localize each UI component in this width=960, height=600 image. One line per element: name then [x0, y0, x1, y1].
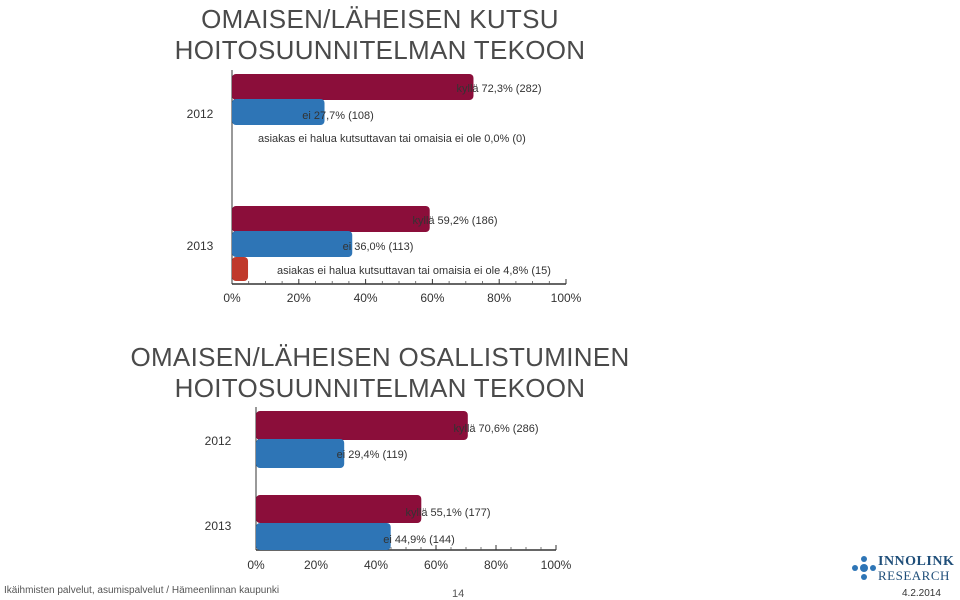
- chart1-group-label-2012: 2012: [187, 107, 214, 121]
- chart2-group-label-2013: 2013: [205, 519, 232, 533]
- chart1-tick-label: 40%: [354, 291, 378, 305]
- chart2-group-label-2012: 2012: [205, 434, 232, 448]
- chart2-tick-label: 80%: [484, 558, 508, 572]
- chart1-bar-2013-2: [232, 231, 353, 257]
- chart2-data-label-2013-2: ei 44,9% (144): [383, 534, 455, 546]
- chart2-tick-label: 40%: [364, 558, 388, 572]
- chart1-data-label-2012-1: kyllä 72,3% (282): [457, 83, 542, 95]
- logo-mark-icon: [852, 556, 876, 580]
- chart1-title-line1: OMAISEN/LÄHEISEN KUTSU: [201, 4, 559, 34]
- chart1-data-label-2012-3: asiakas ei halua kutsuttavan tai omaisia…: [258, 133, 526, 145]
- chart2-tick-label: 0%: [247, 558, 265, 572]
- chart2-bar-2012-1: [256, 411, 468, 440]
- footer-date: 4.2.2014: [902, 588, 941, 599]
- chart2-title-line2: HOITOSUUNNITELMAN TEKOON: [174, 373, 586, 403]
- chart2-tick-label: 100%: [541, 558, 572, 572]
- chart1-bar-2012-1: [232, 74, 474, 100]
- chart2-data-label-2012-1: kyllä 70,6% (286): [454, 423, 539, 435]
- chart1-group-label-2013: 2013: [187, 239, 214, 253]
- chart2-bar-2013-1: [256, 495, 422, 523]
- chart1-data-label-2013-2: ei 36,0% (113): [343, 241, 414, 253]
- chart1-tick-label: 80%: [487, 291, 511, 305]
- footer-source-text: Ikäihmisten palvelut, asumispalvelut / H…: [4, 585, 280, 596]
- chart1-tick-label: 60%: [420, 291, 444, 305]
- chart2-title-line1: OMAISEN/LÄHEISEN OSALLISTUMINEN: [130, 342, 630, 372]
- chart1-bar-2012-2: [232, 99, 325, 125]
- chart1-title-line2: HOITOSUUNNITELMAN TEKOON: [174, 35, 586, 65]
- chart1-tick-label: 100%: [551, 291, 582, 305]
- chart1-data-label-2012-2: ei 27,7% (108): [302, 110, 374, 122]
- logo-line2: RESEARCH: [878, 568, 950, 583]
- chart2-data-label-2013-1: kyllä 55,1% (177): [406, 507, 491, 519]
- chart1-tick-label: 0%: [223, 291, 241, 305]
- chart2-bar-2013-2: [256, 523, 391, 550]
- chart1-data-label-2013-1: kyllä 59,2% (186): [413, 215, 498, 227]
- logo-line1: INNOLINK: [878, 554, 955, 569]
- chart1-bar-2013-3: [232, 257, 249, 281]
- chart2-bar-2012-2: [256, 439, 345, 468]
- chart2-tick-label: 20%: [304, 558, 328, 572]
- chart2-tick-label: 60%: [424, 558, 448, 572]
- chart1-data-label-2013-3: asiakas ei halua kutsuttavan tai omaisia…: [277, 265, 551, 277]
- page-number: 14: [452, 588, 465, 600]
- chart2-data-label-2012-2: ei 29,4% (119): [337, 449, 408, 461]
- chart2-title: OMAISEN/LÄHEISEN OSALLISTUMINEN HOITOSUU…: [0, 342, 760, 404]
- chart1-tick-label: 20%: [287, 291, 311, 305]
- innolink-logo: INNOLINK RESEARCH: [850, 552, 958, 584]
- chart1-title: OMAISEN/LÄHEISEN KUTSU HOITOSUUNNITELMAN…: [0, 4, 760, 66]
- chart1-bar-2013-1: [232, 206, 430, 232]
